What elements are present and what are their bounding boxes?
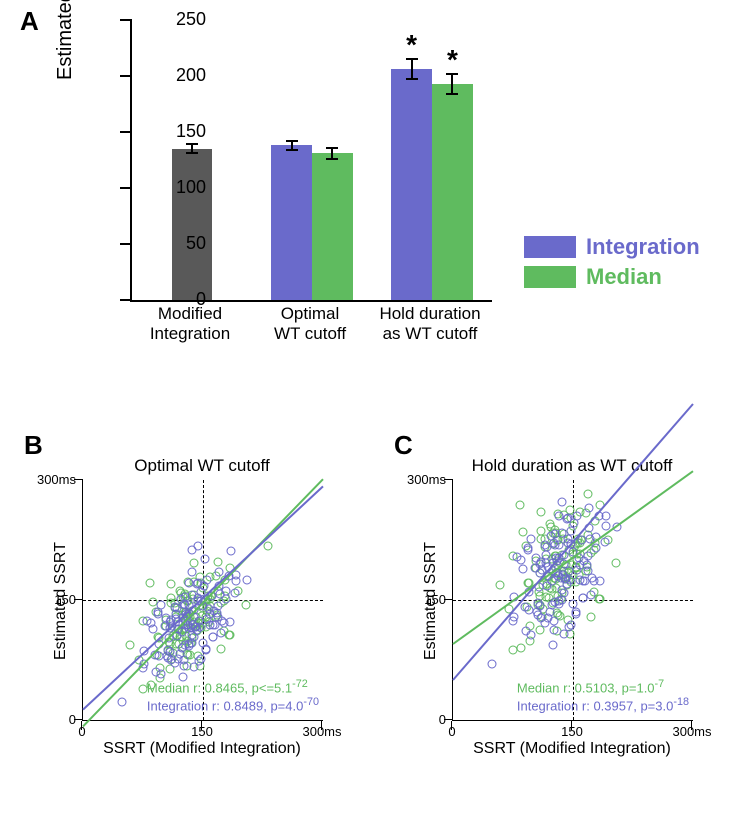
panel-c: C Hold duration as WT cutoff Estimated S…: [400, 440, 720, 780]
error-cap: [446, 93, 458, 95]
bar-ytick: [120, 131, 132, 133]
scatter-c-xlabel: SSRT (Modified Integration): [452, 740, 692, 758]
scatter-c-box: Median r: 0.5103, p=1.0-7Integration r: …: [452, 480, 693, 721]
bar-yticklabel: 150: [166, 121, 206, 142]
bar-ytick: [120, 299, 132, 301]
error-bar: [451, 74, 453, 94]
bar-yticklabel: 200: [166, 65, 206, 86]
scatter-stats: Median r: 0.8465, p<=5.1-72Integration r…: [147, 678, 319, 714]
scatter-xticklabel: 0: [57, 724, 107, 739]
bar: [172, 149, 213, 300]
scatter-xticklabel: 300ms: [297, 724, 347, 739]
scatter-xticklabel: 0: [427, 724, 477, 739]
legend-label: Integration: [586, 234, 700, 260]
error-cap: [186, 152, 198, 154]
scatter-b-title: Optimal WT cutoff: [82, 456, 322, 476]
bar-ytick: [120, 19, 132, 21]
scatter-yticklabel: 150: [36, 592, 76, 607]
bar: [391, 69, 432, 300]
scatter-yticklabel: 300ms: [406, 472, 446, 487]
error-cap: [186, 143, 198, 145]
bar: [312, 153, 353, 300]
bar-ytick: [120, 75, 132, 77]
legend-item: Integration: [524, 234, 700, 260]
scatter-yticklabel: 150: [406, 592, 446, 607]
bar-group-label: Hold durationas WT cutoff: [370, 304, 490, 343]
bar-ylabel: Estimated SSRT (ms): [54, 0, 77, 80]
error-cap: [326, 158, 338, 160]
error-bar: [411, 59, 413, 79]
significance-star: *: [442, 44, 462, 76]
scatter-xticklabel: 150: [547, 724, 597, 739]
significance-star: *: [402, 29, 422, 61]
bar-group-label: OptimalWT cutoff: [250, 304, 370, 343]
bar: [432, 84, 473, 300]
bar-yticklabel: 250: [166, 9, 206, 30]
scatter-xticklabel: 300ms: [667, 724, 717, 739]
bar-plot-area: **: [130, 20, 492, 302]
panel-a: A Estimated SSRT (ms) ** 050100150200250…: [60, 10, 580, 340]
error-cap: [286, 140, 298, 142]
scatter-b-box: Median r: 0.8465, p<=5.1-72Integration r…: [82, 480, 323, 721]
bar: [271, 145, 312, 300]
scatter-b-xlabel: SSRT (Modified Integration): [82, 740, 322, 758]
panel-letter-c: C: [394, 430, 413, 461]
scatter-yticklabel: 300ms: [36, 472, 76, 487]
panel-letter-a: A: [20, 6, 39, 37]
error-cap: [286, 149, 298, 151]
bar-group-label: ModifiedIntegration: [130, 304, 250, 343]
scatter-xticklabel: 150: [177, 724, 227, 739]
legend-label: Median: [586, 264, 662, 290]
legend: Integration Median: [524, 230, 700, 294]
legend-swatch: [524, 266, 576, 288]
panel-letter-b: B: [24, 430, 43, 461]
legend-swatch: [524, 236, 576, 258]
bar-ytick: [120, 243, 132, 245]
panel-b: B Optimal WT cutoff Estimated SSRT SSRT …: [30, 440, 350, 780]
bar-yticklabel: 50: [166, 233, 206, 254]
bar-yticklabel: 100: [166, 177, 206, 198]
scatter-c-title: Hold duration as WT cutoff: [452, 456, 692, 476]
error-cap: [406, 78, 418, 80]
scatter-stats: Median r: 0.5103, p=1.0-7Integration r: …: [517, 678, 689, 714]
bar-ytick: [120, 187, 132, 189]
error-cap: [326, 147, 338, 149]
legend-item: Median: [524, 264, 700, 290]
